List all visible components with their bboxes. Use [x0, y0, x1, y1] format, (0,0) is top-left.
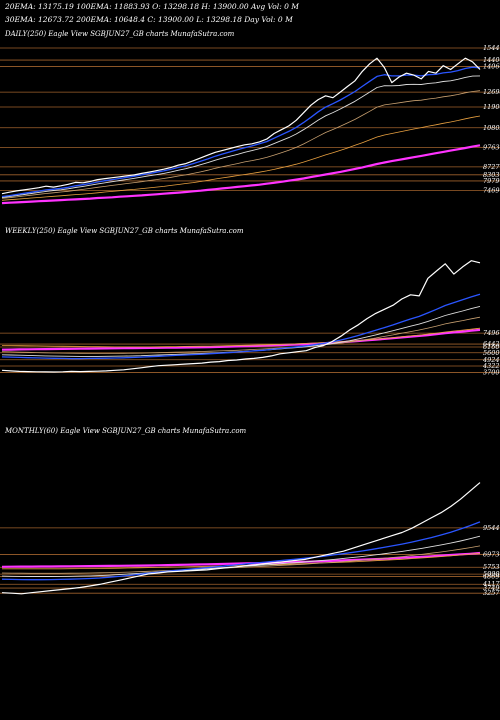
daily-level-label-9763: 9763 — [483, 143, 500, 151]
daily-ema30-line — [1, 75, 481, 198]
daily-ema200-line — [1, 144, 481, 205]
monthly-chart-title: MONTHLY(60) Eagle View SGBJUN27_GB chart… — [5, 427, 247, 435]
weekly-level-label-3700: 3700 — [483, 368, 500, 376]
weekly-ema50-line — [1, 316, 481, 354]
monthly-level-label-9544: 9544 — [483, 524, 500, 532]
weekly-level-label-5600: 5600 — [483, 349, 500, 357]
monthly-level-label-5753: 5753 — [483, 563, 500, 571]
daily-level-label-12698: 12698 — [483, 88, 500, 96]
weekly-ema20-line — [1, 293, 481, 360]
weekly-price-line — [1, 260, 481, 373]
monthly-level-label-6973: 6973 — [483, 551, 500, 559]
weekly-level-label-4322: 4322 — [482, 362, 500, 370]
daily-level-label-14060: 14060 — [483, 62, 500, 70]
weekly-ema100-line — [1, 327, 481, 348]
monthly-level-label-3749: 3749 — [483, 584, 500, 592]
ema-summary-line-1: 20EMA: 13175.19 100EMA: 11883.93 O: 1329… — [5, 2, 299, 11]
daily-ema20-line — [1, 66, 481, 198]
monthly-ema50-line — [1, 545, 481, 574]
daily-level-label-11906: 11906 — [483, 103, 500, 111]
daily-price-line — [1, 57, 481, 195]
ema-summary-line-2: 30EMA: 12673.72 200EMA: 10648.4 C: 13900… — [5, 15, 293, 24]
monthly-ema100-line — [2, 552, 481, 570]
daily-level-label-7469: 7469 — [483, 187, 500, 195]
monthly-ema20-line — [1, 521, 481, 581]
monthly-level-label-5090: 5090 — [483, 570, 500, 578]
daily-ema50-line — [1, 90, 481, 199]
weekly-ema200-line — [1, 328, 481, 351]
weekly-chart-title: WEEKLY(250) Eagle View SGBJUN27_GB chart… — [5, 227, 244, 235]
weekly-level-label-6442: 6442 — [483, 340, 500, 348]
monthly-level-label-4869: 4869 — [482, 572, 500, 580]
monthly-level-label-3257: 3257 — [483, 589, 500, 597]
daily-level-label-8727: 8727 — [483, 163, 500, 171]
monthly-level-label-4117: 4117 — [482, 580, 500, 588]
daily-ema100-line — [1, 115, 481, 201]
daily-level-label-10803: 10803 — [483, 124, 500, 132]
daily-chart-title: DAILY(250) Eagle View SGBJUN27_GB charts… — [5, 30, 235, 38]
monthly-ema200-line — [1, 551, 481, 568]
daily-level-label-7979: 7979 — [483, 177, 500, 185]
monthly-price-line — [1, 482, 481, 595]
weekly-level-label-7496: 7496 — [483, 329, 500, 337]
daily-level-label-14400: 14400 — [483, 56, 500, 64]
daily-level-label-8303: 8303 — [483, 171, 500, 179]
weekly-level-label-6160: 6160 — [483, 343, 500, 351]
weekly-level-label-4924: 4924 — [482, 356, 500, 364]
